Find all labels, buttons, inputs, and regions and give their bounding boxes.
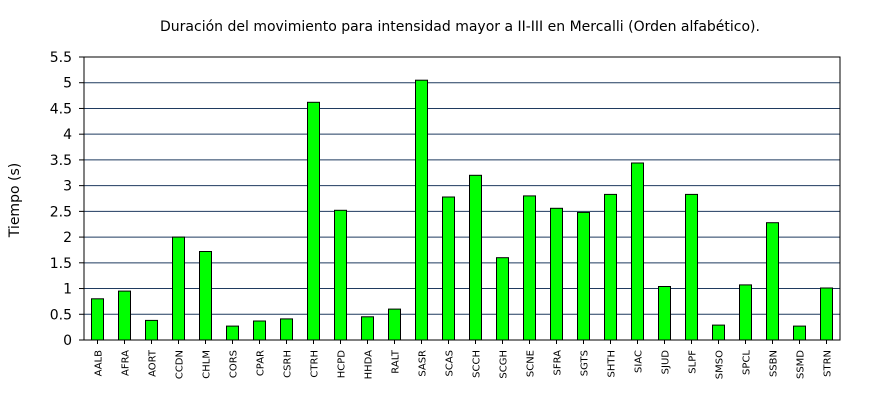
x-tick-label: SLPF [688, 350, 699, 374]
y-axis-ticks: 0 0.5 1 1.5 2 2.5 3 3.5 4 4.5 5 5.5 [50, 50, 84, 349]
bar-hhda [361, 316, 374, 341]
x-tick-label: SSBN [769, 350, 780, 377]
x-tick-label: HCPD [337, 350, 348, 379]
bar-sasr [415, 79, 428, 341]
y-axis-label: Tiempo (s) [7, 163, 23, 238]
y-tick-label: 1.5 [50, 256, 72, 272]
bars [91, 79, 833, 341]
x-tick-label: AORT [148, 349, 159, 377]
bar-scgh [496, 257, 509, 341]
x-tick-label: HHDA [364, 350, 375, 380]
x-tick-label: RALT [391, 349, 402, 374]
y-tick-label: 3.5 [50, 153, 72, 169]
x-tick-label: SMSO [715, 350, 726, 379]
x-tick-label: CORS [229, 350, 240, 378]
bar-ssbn [766, 222, 779, 341]
bar-aalb [91, 298, 104, 341]
x-tick-label: CHLM [202, 350, 213, 379]
bar-ralt [388, 308, 401, 341]
y-tick-label: 5 [63, 76, 72, 92]
x-tick-label: SCNE [526, 350, 537, 377]
bar-sfra [550, 207, 563, 341]
x-tick-label: SFRA [553, 350, 564, 376]
x-tick-label: SJUD [661, 350, 672, 375]
bar-slpf [685, 193, 698, 341]
bar-smso [712, 324, 725, 341]
plot-area-frame [83, 56, 841, 341]
bar-scch [469, 174, 482, 341]
bar-chlm [199, 251, 212, 341]
bar-afra [118, 290, 131, 341]
x-tick-label: SPCL [742, 350, 753, 375]
x-tick-label: SCCH [472, 350, 483, 378]
y-tick-label: 4.5 [50, 101, 72, 117]
x-tick-label: AFRA [121, 350, 132, 376]
y-tick-label: 4 [63, 127, 72, 143]
bar-scne [523, 195, 536, 341]
bar-cpar [253, 320, 266, 341]
bar-cors [226, 325, 239, 341]
bar-spcl [739, 284, 752, 341]
y-tick-label: 5.5 [50, 50, 72, 66]
bar-hcpd [334, 209, 347, 341]
x-tick-label: CSRH [283, 350, 294, 378]
bar-aort [145, 319, 158, 341]
bar-scas [442, 196, 455, 341]
x-tick-label: SIAC [634, 350, 645, 373]
chart-title: Duración del movimiento para intensidad … [160, 19, 760, 35]
bar-strn [820, 287, 833, 341]
x-tick-label: SCGH [499, 350, 510, 379]
y-tick-label: 3 [63, 179, 72, 195]
bar-siac [631, 162, 644, 341]
bar-csrh [280, 318, 293, 341]
x-tick-label: SASR [418, 350, 429, 377]
x-tick-label: SSMD [796, 350, 807, 379]
bar-ctrh [307, 101, 320, 341]
x-tick-label: CPAR [256, 350, 267, 376]
y-tick-label: 0 [63, 333, 72, 349]
x-tick-label: CCDN [175, 350, 186, 379]
bar-ccdn [172, 236, 185, 341]
y-tick-label: 1 [63, 282, 72, 298]
x-tick-label: SGTS [580, 350, 591, 376]
x-tick-label: STRN [823, 350, 834, 377]
bar-ssmd [793, 325, 806, 341]
bar-sgts [577, 211, 590, 341]
gridlines [84, 56, 840, 341]
y-tick-label: 2 [63, 230, 72, 246]
x-tick-label: AALB [94, 350, 105, 377]
x-axis-ticks: AALB AFRA AORT CCDN CHLM CORS CPAR CSRH CTRH HCPD… [94, 340, 834, 379]
bar-shth [604, 193, 617, 341]
x-tick-label: SHTH [607, 350, 618, 378]
x-tick-label: SCAS [445, 350, 456, 377]
y-tick-label: 2.5 [50, 204, 72, 220]
y-tick-label: 0.5 [50, 307, 72, 323]
bar-sjud [658, 286, 671, 341]
x-tick-label: CTRH [310, 350, 321, 378]
